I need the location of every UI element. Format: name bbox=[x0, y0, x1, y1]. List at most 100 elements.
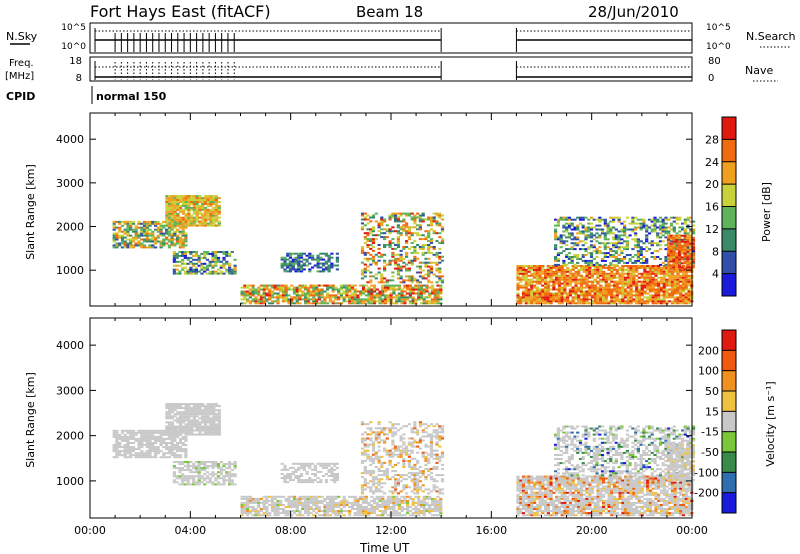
heatmap-cell bbox=[672, 260, 676, 263]
heatmap-cell bbox=[283, 268, 287, 271]
heatmap-cell bbox=[629, 282, 633, 285]
heatmap-cell bbox=[673, 284, 677, 287]
heatmap-cell bbox=[181, 210, 185, 213]
heatmap-cell bbox=[214, 210, 219, 213]
heatmap-cell bbox=[689, 246, 693, 249]
heatmap-cell bbox=[552, 296, 556, 299]
heatmap-cell bbox=[416, 216, 420, 219]
heatmap-cell bbox=[172, 252, 176, 255]
heatmap-cell bbox=[179, 417, 183, 420]
heatmap-cell bbox=[181, 208, 185, 211]
heatmap-cell bbox=[643, 300, 647, 303]
heatmap-cell bbox=[579, 300, 584, 303]
heatmap-cell bbox=[190, 224, 194, 227]
heatmap-cell bbox=[602, 288, 606, 291]
heatmap-cell bbox=[246, 290, 250, 293]
heatmap-cell bbox=[579, 298, 584, 301]
heatmap-cell bbox=[683, 248, 687, 251]
heatmap-cell bbox=[279, 504, 283, 506]
heatmap-cell bbox=[248, 497, 252, 500]
heatmap-cell bbox=[186, 268, 190, 271]
heatmap-cell bbox=[187, 204, 191, 207]
heatmap-cell bbox=[370, 290, 374, 293]
heatmap-cell bbox=[251, 286, 255, 289]
heatmap-cell bbox=[198, 427, 202, 430]
heatmap-cell bbox=[350, 300, 355, 303]
heatmap-cell bbox=[691, 254, 695, 257]
heatmap-cell bbox=[604, 294, 608, 297]
heatmap-cell bbox=[670, 278, 675, 281]
heatmap-cell bbox=[570, 218, 574, 221]
heatmap-cell bbox=[257, 512, 261, 515]
heatmap-cell bbox=[678, 226, 682, 229]
heatmap-cell bbox=[435, 214, 439, 217]
heatmap-cell bbox=[179, 220, 183, 223]
heatmap-cell bbox=[175, 260, 179, 263]
heatmap-cell bbox=[519, 280, 523, 283]
heatmap-cell bbox=[198, 407, 202, 410]
heatmap-cell bbox=[206, 425, 210, 428]
heatmap-cell bbox=[650, 230, 654, 233]
heatmap-cell bbox=[142, 226, 147, 229]
heatmap-cell bbox=[360, 246, 365, 248]
heatmap-cell bbox=[654, 282, 658, 285]
heatmap-cell bbox=[359, 514, 363, 517]
heatmap-cell bbox=[389, 292, 393, 295]
heatmap-cell bbox=[290, 298, 294, 301]
heatmap-cell bbox=[206, 208, 210, 211]
heatmap-cell bbox=[126, 230, 130, 233]
heatmap-cell bbox=[565, 263, 569, 266]
heatmap-cell bbox=[156, 230, 160, 233]
heatmap-cell bbox=[659, 286, 664, 289]
heatmap-cell bbox=[440, 259, 445, 262]
heatmap-cell bbox=[187, 214, 191, 217]
heatmap-cell bbox=[356, 302, 360, 305]
heatmap-cell bbox=[162, 232, 166, 235]
heatmap-cell bbox=[359, 298, 363, 301]
heatmap-cell bbox=[192, 212, 196, 215]
heatmap-cell bbox=[203, 467, 207, 470]
colorbar-swatch bbox=[722, 228, 736, 252]
heatmap-cell bbox=[624, 290, 628, 293]
heatmap-cell bbox=[168, 210, 172, 213]
heatmap-cell bbox=[179, 405, 183, 408]
heatmap-cell bbox=[666, 268, 671, 271]
heatmap-cell bbox=[647, 248, 652, 251]
heatmap-cell bbox=[670, 272, 675, 275]
heatmap-cell bbox=[587, 228, 591, 231]
heatmap-cell bbox=[563, 292, 567, 295]
heatmap-cell bbox=[567, 261, 571, 264]
heatmap-cell bbox=[257, 300, 261, 303]
heatmap-cell bbox=[656, 232, 660, 235]
heatmap-cell bbox=[200, 461, 204, 463]
heatmap-cell bbox=[371, 216, 376, 219]
heatmap-cell bbox=[533, 300, 537, 303]
heatmap-cell bbox=[222, 483, 226, 486]
heatmap-cell bbox=[567, 248, 571, 251]
heatmap-cell bbox=[219, 251, 223, 253]
heatmap-cell bbox=[203, 461, 207, 463]
heatmap-cell bbox=[366, 269, 370, 272]
heatmap-cell bbox=[209, 427, 213, 430]
heatmap-cell bbox=[156, 429, 160, 432]
heatmap-cell bbox=[380, 222, 384, 225]
heatmap-cell bbox=[356, 499, 360, 502]
heatmap-cell bbox=[556, 218, 560, 221]
heatmap-cell bbox=[579, 278, 584, 281]
heatmap-cell bbox=[298, 495, 302, 498]
heatmap-cell bbox=[209, 407, 213, 410]
heatmap-cell bbox=[112, 222, 116, 225]
heatmap-cell bbox=[582, 298, 586, 301]
heatmap-cell bbox=[396, 269, 400, 272]
heatmap-cell bbox=[190, 220, 194, 223]
heatmap-cell bbox=[118, 234, 122, 237]
heatmap-cell bbox=[686, 238, 690, 241]
nsky-label: N.Sky bbox=[6, 30, 38, 43]
heatmap-cell bbox=[348, 290, 352, 293]
heatmap-cell bbox=[356, 294, 360, 297]
heatmap-cell bbox=[228, 262, 232, 265]
heatmap-cell bbox=[326, 296, 330, 299]
heatmap-cell bbox=[203, 214, 208, 217]
heatmap-cell bbox=[439, 292, 443, 295]
heatmap-cell bbox=[167, 234, 171, 237]
